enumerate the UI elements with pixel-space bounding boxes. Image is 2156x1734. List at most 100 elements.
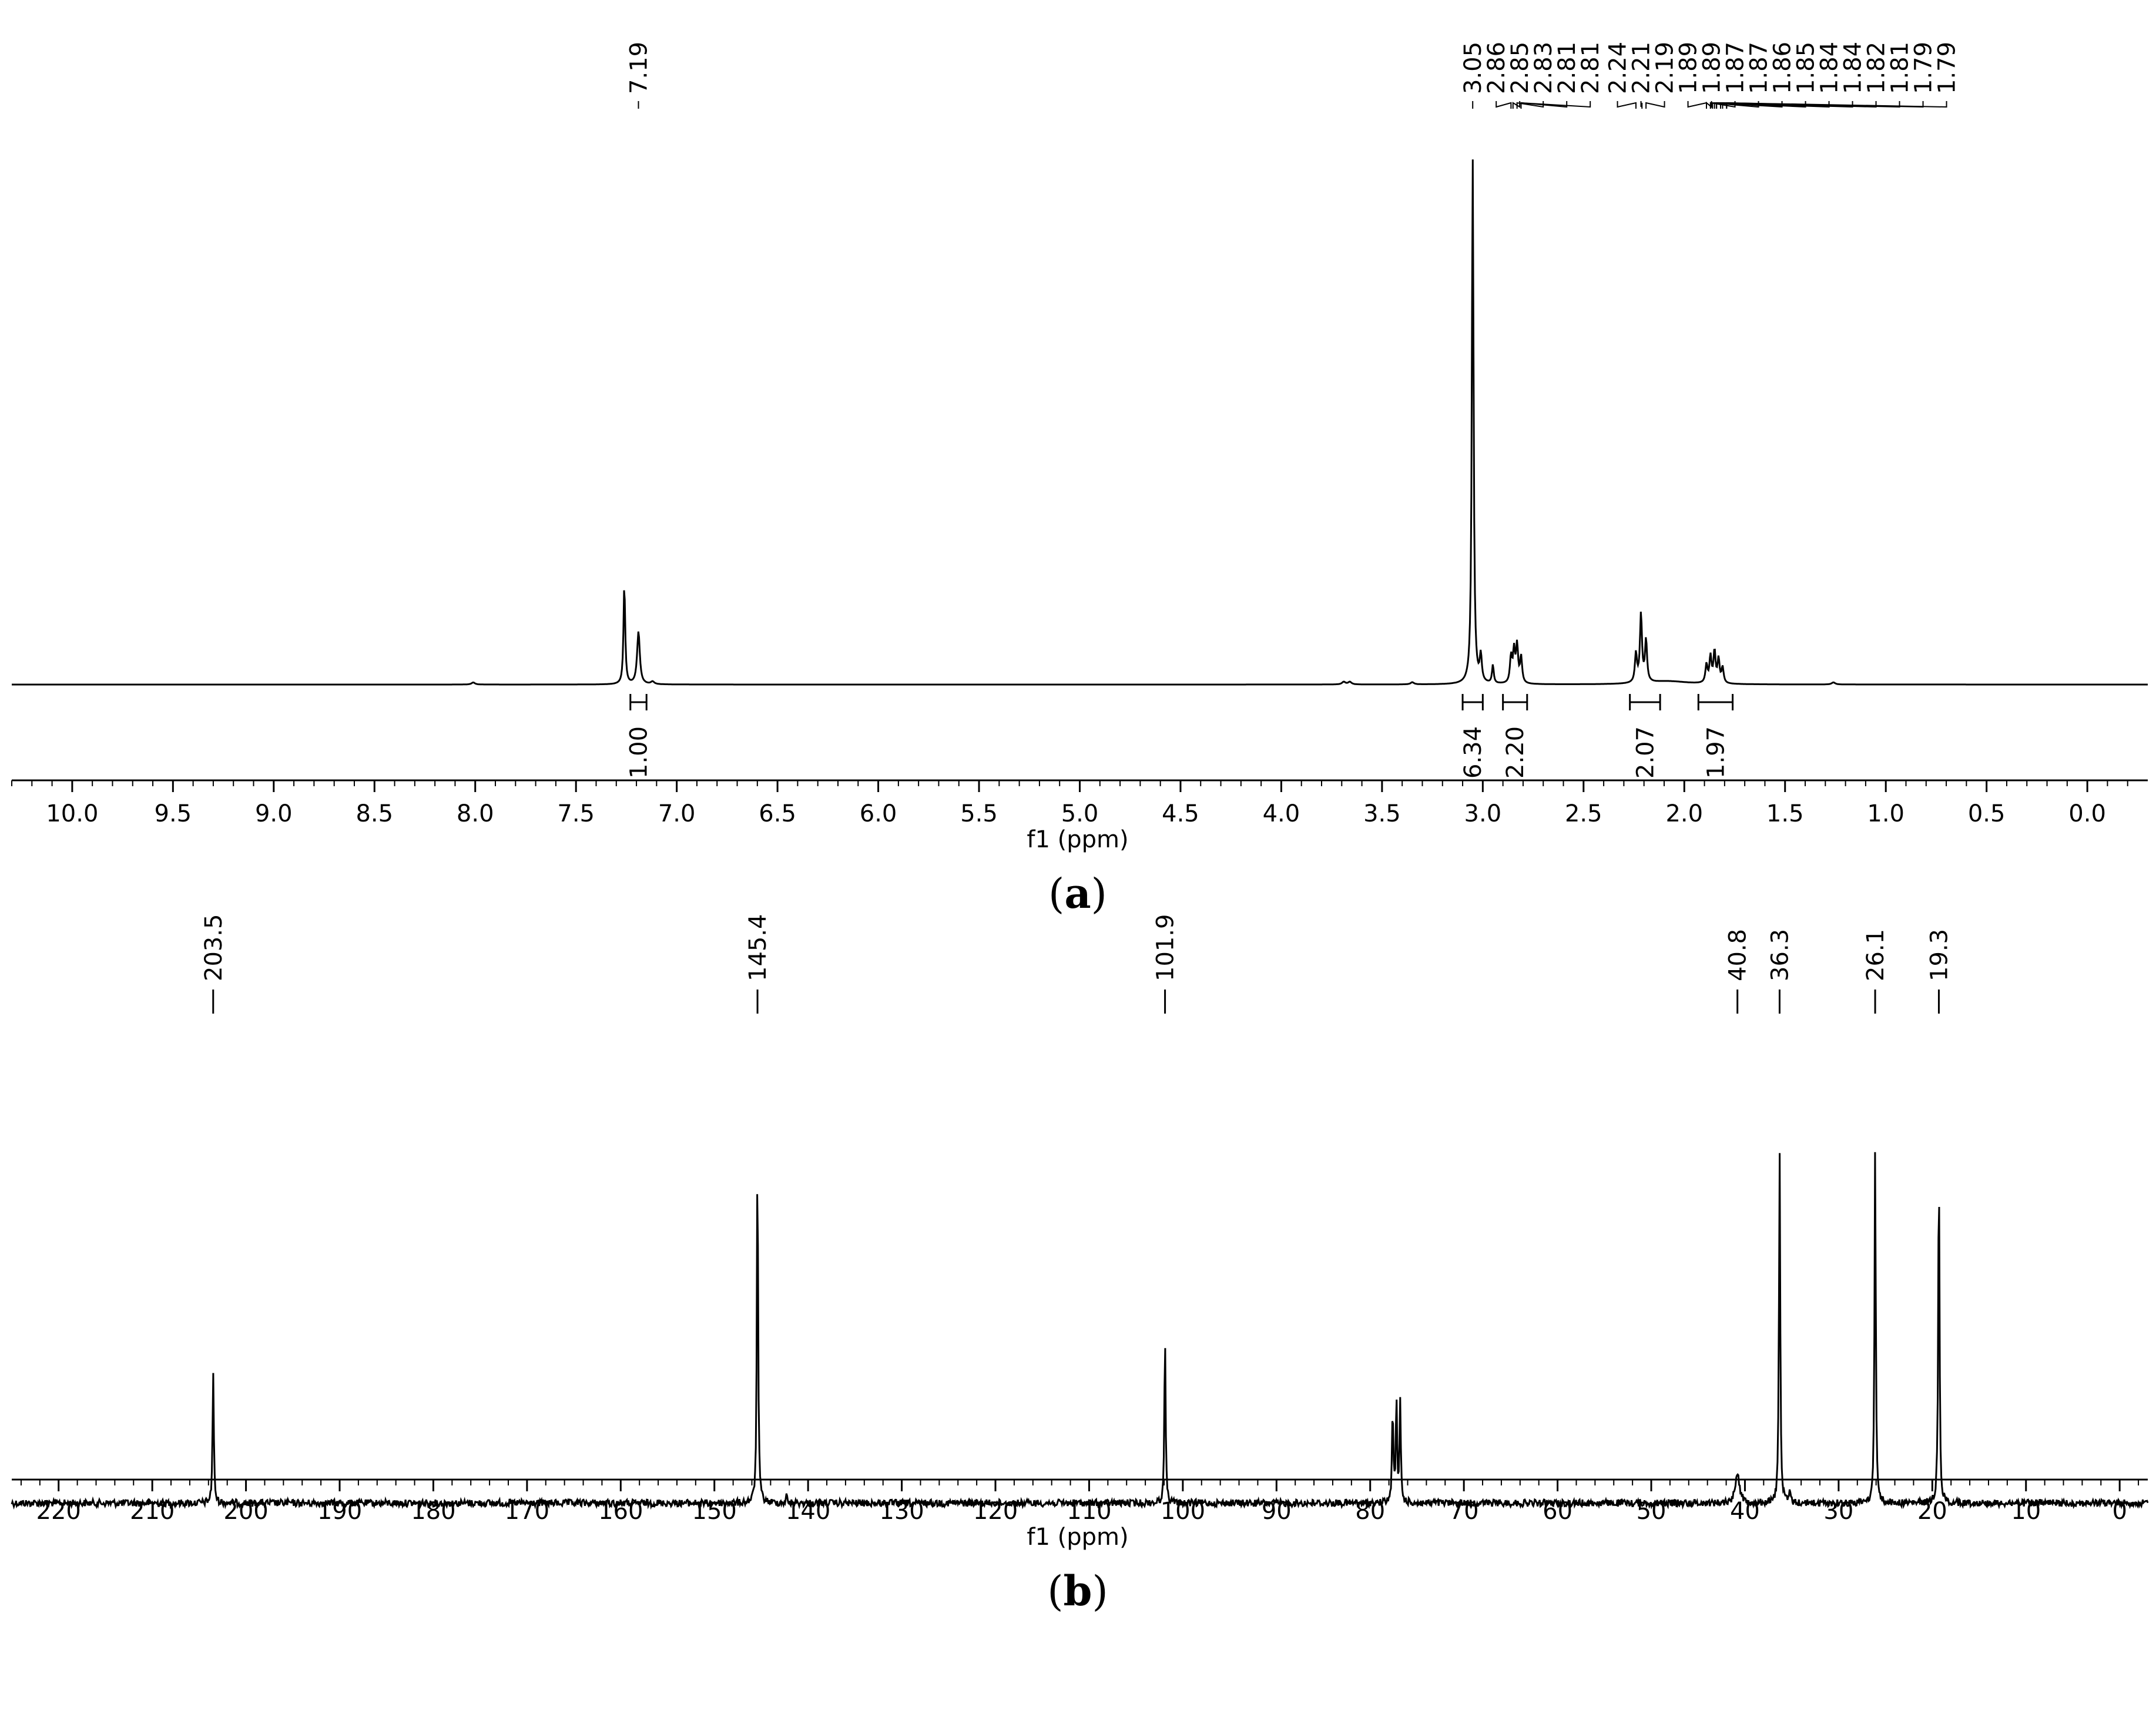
peak-label-text: 2.81: [1577, 42, 1604, 94]
x-tick-label: 4.0: [1263, 800, 1300, 827]
x-tick-label: 2.5: [1565, 800, 1602, 827]
peak-label: 2.81: [1520, 42, 1581, 109]
integration-value: 1.97: [1702, 726, 1729, 779]
peak-label-text: 3.05: [1460, 42, 1487, 94]
x-tick-label: 0.5: [1968, 800, 2006, 827]
x-tick-label: 1.5: [1766, 800, 1804, 827]
peak-label-text: 101.9: [1152, 914, 1179, 981]
peak-label-connector: [1706, 101, 1712, 109]
peak-label-text: 1.79: [1934, 42, 1961, 94]
panel-label-a: (a): [1048, 869, 1107, 918]
x-tick-label: 0.0: [2068, 800, 2106, 827]
proton-nmr-panel: 7.19 3.052.862.852.832.812.81 2.242.212.19…: [11, 42, 2148, 918]
peak-label: 2.83: [1516, 42, 1557, 109]
panel-letter-b: b: [1064, 1567, 1092, 1615]
proton-peak-labels: 7.19 3.052.862.852.832.812.81 2.242.212.19…: [625, 42, 1961, 109]
peak-label-text: 1.85: [1793, 42, 1820, 94]
x-tick-label: 7.5: [557, 800, 595, 827]
x-tick-label: 8.5: [356, 800, 393, 827]
x-tick-label: 6.5: [759, 800, 796, 827]
peak-label-text: 40.8: [1725, 929, 1752, 981]
peak-label: 36.3: [1766, 929, 1793, 1014]
peak-label: 2.19: [1645, 42, 1679, 109]
peak-label: 19.3: [1926, 929, 1953, 1014]
x-tick-label: 20: [1917, 1498, 1947, 1525]
peak-label-text: 2.21: [1628, 42, 1655, 94]
x-tick-label: 9.5: [155, 800, 192, 827]
x-tick-label: 10.0: [46, 800, 98, 827]
x-tick-label: 190: [317, 1498, 362, 1525]
proton-spectrum-trace: [12, 159, 2148, 686]
x-tick-label: 140: [786, 1498, 830, 1525]
integration: 2.07: [1629, 694, 1661, 779]
integration: 1.00: [625, 694, 652, 779]
peak-label: 1.89: [1699, 42, 1726, 109]
carbon-spectrum-trace: [11, 1152, 2149, 1510]
x-tick-label: 40: [1730, 1498, 1760, 1525]
peak-label: 2.81: [1520, 42, 1604, 109]
peak-label-text: 145.4: [745, 914, 772, 981]
carbon-peak-labels: 203.5 145.4 101.9 40.8 36.3 26.1 19.3: [200, 914, 1953, 1014]
peak-label-connector: [1520, 101, 1591, 109]
integration-bracket: [1502, 694, 1528, 710]
peak-label: 101.9: [1152, 914, 1179, 1014]
x-tick-label: 170: [505, 1498, 549, 1525]
peak-label-text: 19.3: [1926, 929, 1953, 981]
peak-label-text: 1.79: [1910, 42, 1937, 94]
peak-label: 1.81: [1722, 42, 1914, 109]
panel-label-b: (b): [1047, 1567, 1108, 1615]
peak-label: 2.85: [1507, 42, 1534, 109]
x-tick-label: 8.0: [457, 800, 494, 827]
x-tick-label: 200: [223, 1498, 268, 1525]
peak-label: 2.24: [1605, 42, 1637, 109]
peak-label-text: 1.84: [1840, 42, 1867, 94]
peak-label: 1.87: [1709, 42, 1749, 109]
x-tick-label: 110: [1067, 1498, 1111, 1525]
peak-label-connector: [1687, 101, 1707, 109]
x-tick-label: 3.0: [1464, 800, 1502, 827]
x-tick-label: 6.0: [860, 800, 897, 827]
peak-label: 26.1: [1862, 929, 1889, 1014]
peak-label-connector: [1512, 101, 1521, 109]
peak-label-text: 1.89: [1675, 42, 1702, 94]
peak-label-text: 2.86: [1483, 42, 1510, 94]
integration-value: 2.20: [1502, 726, 1529, 779]
integration-value: 1.00: [625, 726, 652, 779]
x-tick-label: 150: [692, 1498, 737, 1525]
peak-label-text: 26.1: [1862, 929, 1889, 981]
x-tick-label: 2.0: [1665, 800, 1703, 827]
integration: 6.34: [1460, 694, 1487, 779]
peak-label-text: 7.19: [625, 42, 652, 94]
x-tick-label: 0: [2112, 1498, 2127, 1525]
x-tick-label: 50: [1637, 1498, 1667, 1525]
integration: 1.97: [1697, 694, 1734, 779]
peak-label-text: 1.84: [1816, 42, 1843, 94]
integration-bracket: [629, 694, 648, 710]
peak-label-text: 2.85: [1507, 42, 1534, 94]
proton-integrations: 1.00 6.34 2.20 2.07 1.97: [625, 694, 1734, 779]
x-tick-label: 5.0: [1061, 800, 1099, 827]
proton-x-axis-title: f1 (ppm): [1027, 826, 1128, 853]
x-tick-label: 9.0: [255, 800, 293, 827]
x-tick-label: 120: [973, 1498, 1018, 1525]
x-tick-label: 4.5: [1162, 800, 1199, 827]
peak-label: 40.8: [1725, 929, 1752, 1014]
x-tick-label: 100: [1161, 1498, 1205, 1525]
peak-label-text: 1.82: [1863, 42, 1890, 94]
peak-label-text: 2.83: [1530, 42, 1557, 94]
peak-label: 2.21: [1628, 42, 1655, 109]
x-tick-label: 30: [1823, 1498, 1853, 1525]
peak-label: 1.79: [1726, 42, 1961, 109]
x-tick-label: 5.5: [960, 800, 998, 827]
peak-label: 7.19: [625, 42, 652, 109]
x-tick-label: 80: [1355, 1498, 1385, 1525]
integration-bracket: [1461, 694, 1484, 710]
peak-label-text: 2.81: [1554, 42, 1581, 94]
peak-label-connector: [1645, 101, 1665, 109]
peak-label-text: 2.19: [1652, 42, 1679, 94]
peak-label-connector: [1496, 101, 1512, 109]
peak-label-connector: [1726, 101, 1947, 109]
peak-label: 3.05: [1460, 42, 1487, 109]
x-tick-label: 130: [879, 1498, 924, 1525]
